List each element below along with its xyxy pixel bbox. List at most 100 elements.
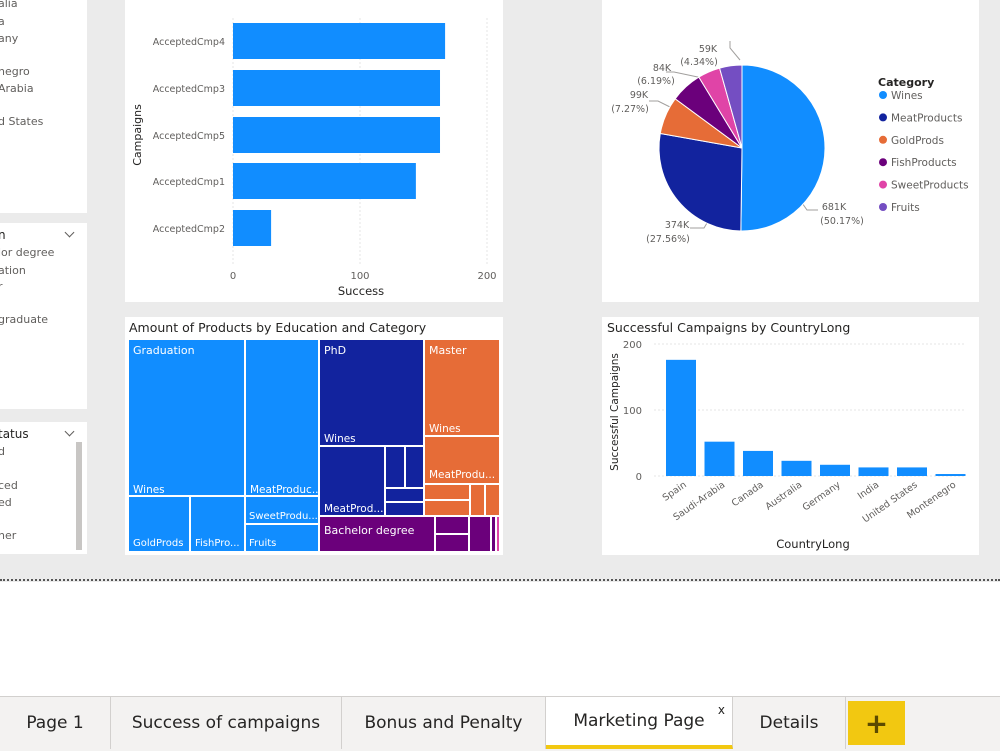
- x-tick-label: 100: [350, 271, 369, 282]
- pie-label-meat-value: 374K: [665, 220, 690, 231]
- y-tick-label: 200: [623, 340, 642, 351]
- treemap-tile-master-small[interactable]: [485, 484, 500, 516]
- treemap-tile-graduation-wines[interactable]: [128, 339, 245, 496]
- legend-marker: [879, 113, 887, 122]
- slicer-item[interactable]: r: [0, 280, 3, 293]
- country-slicer[interactable]: alia a any negro Arabia d States: [0, 0, 87, 213]
- treemap-tile-phd-meat[interactable]: [319, 446, 385, 516]
- treemap-label: FishPro...: [195, 538, 240, 549]
- close-icon[interactable]: x: [717, 703, 725, 717]
- treemap-tile-master-small[interactable]: [470, 484, 485, 516]
- slicer-item[interactable]: graduate: [0, 313, 49, 326]
- tab-label: Details: [759, 713, 819, 733]
- treemap-tile-graduation-meat[interactable]: [245, 339, 319, 496]
- tab-details[interactable]: Details: [733, 697, 846, 749]
- legend-item: MeatProducts: [891, 112, 962, 124]
- legend-marker: [879, 203, 887, 211]
- tab-success-of-campaigns[interactable]: Success of campaigns: [111, 697, 342, 749]
- y-axis-title: Campaigns: [131, 104, 144, 166]
- pie-label-fish-pct: (6.19%): [637, 76, 675, 87]
- bar: [858, 467, 889, 476]
- pie-slice: [740, 64, 826, 232]
- pie-slice: [718, 64, 743, 149]
- slicer-item[interactable]: lor degree: [0, 246, 55, 259]
- treemap-label-master: Master: [429, 344, 467, 357]
- slicer-item[interactable]: her: [0, 529, 17, 542]
- country-chart-title: Successful Campaigns by CountryLong: [607, 320, 851, 335]
- treemap-label: MeatProd...: [324, 503, 384, 515]
- treemap-tile-bachelor-small[interactable]: [435, 516, 469, 534]
- slicer-item[interactable]: ation: [0, 264, 26, 277]
- treemap-label: Wines: [324, 433, 356, 445]
- education-treemap[interactable]: Amount of Products by Education and Cate…: [125, 317, 503, 555]
- slicer-scrollbar[interactable]: [76, 442, 82, 550]
- treemap-tile-graduation-fruits[interactable]: [245, 524, 319, 552]
- bar: [743, 450, 773, 476]
- treemap-tile-master-wines[interactable]: [424, 339, 500, 436]
- legend-marker: [879, 91, 887, 99]
- slicer-item[interactable]: any: [0, 32, 19, 45]
- treemap-tile-bachelor-small[interactable]: [435, 534, 469, 552]
- tab-label: Success of campaigns: [131, 713, 321, 733]
- slicer-item[interactable]: d: [0, 445, 5, 458]
- pie-label-fish-value: 84K: [653, 63, 672, 74]
- campaigns-bar-chart[interactable]: Campaigns Success 0 100 200 AcceptedCmp4 Acc…: [125, 0, 503, 302]
- slicer-item[interactable]: d States: [0, 115, 44, 128]
- treemap-tile-phd-wines[interactable]: [319, 339, 424, 446]
- treemap-title: Amount of Products by Education and Cate…: [129, 320, 427, 335]
- tab-page-1[interactable]: Page 1: [0, 697, 111, 749]
- marital-status-slicer[interactable]: tatus d ced ed her: [0, 422, 87, 554]
- page-tab-bar: Page 1 Success of campaigns Bonus and Pe…: [0, 696, 1000, 751]
- treemap-tile-master-meat[interactable]: [424, 436, 500, 484]
- bar: [935, 474, 966, 476]
- slicer-item[interactable]: a: [0, 15, 5, 28]
- education-slicer[interactable]: n lor degree ation r graduate: [0, 223, 87, 409]
- x-tick-label: Spain: [661, 479, 689, 503]
- legend-item: FishProducts: [891, 157, 957, 169]
- treemap-tile-phd-small[interactable]: [385, 488, 424, 502]
- treemap-tile-phd-small[interactable]: [385, 446, 405, 488]
- slicer-header: n: [0, 228, 6, 242]
- treemap-tile-graduation-fish[interactable]: [190, 496, 245, 552]
- y-tick-label: 0: [636, 472, 642, 483]
- y-tick-label: AcceptedCmp4: [153, 37, 225, 48]
- treemap-tile-phd-small[interactable]: [405, 446, 424, 488]
- bar: [233, 23, 446, 59]
- pie-slice: [658, 132, 743, 232]
- add-page-button[interactable]: +: [848, 701, 905, 745]
- treemap-tile-bachelor-small[interactable]: [491, 516, 496, 552]
- treemap-label: Wines: [133, 484, 165, 496]
- treemap-tile-phd-small[interactable]: [385, 502, 424, 516]
- country-bar-svg: Successful Campaigns CountryLong 0 100 200…: [609, 340, 966, 551]
- legend-marker: [879, 135, 887, 144]
- x-axis-title: Success: [338, 284, 384, 298]
- treemap-tile-bachelor-small[interactable]: [469, 516, 491, 552]
- y-tick-label: AcceptedCmp5: [153, 131, 225, 142]
- country-column-chart[interactable]: Successful Campaigns by CountryLong Succ…: [602, 317, 979, 555]
- treemap-tile-master-small[interactable]: [424, 500, 470, 516]
- slicer-item[interactable]: ced: [0, 479, 18, 492]
- x-tick-label: 0: [230, 271, 236, 282]
- treemap-tile-graduation-gold[interactable]: [128, 496, 190, 552]
- category-pie-chart[interactable]: 59K (4.34%) 84K (6.19%) 99K (7.27%) 374K…: [602, 0, 979, 302]
- treemap-tile-graduation-sweet[interactable]: [245, 496, 319, 524]
- slicer-item[interactable]: ed: [0, 496, 12, 509]
- chevron-down-icon[interactable]: [64, 426, 75, 437]
- slicer-item[interactable]: Arabia: [0, 82, 34, 95]
- treemap-tile-other[interactable]: [496, 516, 500, 552]
- bar: [233, 117, 441, 153]
- slicer-item[interactable]: alia: [0, 0, 18, 10]
- bar: [233, 70, 441, 106]
- treemap-area[interactable]: Graduation Wines MeatProduc... GoldProds…: [128, 339, 500, 552]
- pie-label-gold-pct: (7.27%): [611, 104, 649, 115]
- treemap-tile-bachelor-wines[interactable]: [319, 516, 435, 552]
- chevron-down-icon[interactable]: [64, 227, 75, 238]
- bar: [704, 441, 735, 476]
- bar: [781, 460, 812, 476]
- slicer-item[interactable]: negro: [0, 65, 30, 78]
- tab-marketing-page[interactable]: Marketing Page x: [546, 697, 733, 749]
- y-tick-label: AcceptedCmp2: [153, 224, 225, 235]
- tab-bonus-and-penalty[interactable]: Bonus and Penalty: [342, 697, 546, 749]
- treemap-tile-master-small[interactable]: [424, 484, 470, 500]
- x-tick-label: Germany: [801, 479, 843, 513]
